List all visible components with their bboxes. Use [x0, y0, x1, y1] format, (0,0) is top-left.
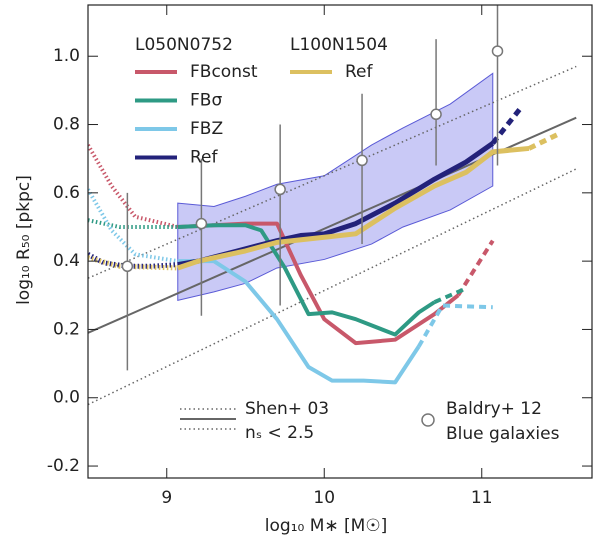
y-tick-label: 0.4: [53, 251, 80, 271]
series-dotted: [88, 188, 179, 264]
series-dashed: [417, 303, 493, 348]
legend-swatch: [421, 413, 435, 427]
series-dotted: [88, 255, 178, 271]
y-axis-label: log₁₀ R₅₀ [pkpc]: [14, 175, 34, 305]
legend-label: Baldry+ 12: [446, 399, 542, 419]
legend-label: Ref: [190, 148, 219, 168]
x-tick-label: 10: [313, 488, 335, 508]
data-point: [491, 45, 504, 57]
data-point: [274, 183, 286, 196]
series-line: [177, 259, 421, 385]
legend-label: Shen+ 03: [245, 399, 329, 419]
series-dotted: [88, 218, 178, 229]
x-axis-label: log₁₀ M∗ [M☉]: [265, 516, 387, 536]
data-point: [195, 217, 208, 230]
plot-area: [88, 5, 577, 406]
x-tick-label: 9: [161, 488, 172, 508]
y-tick-label: 0.8: [53, 115, 80, 135]
series-line: [177, 223, 436, 337]
y-tick-label: 0.0: [53, 388, 80, 408]
shen-scatter: [88, 168, 577, 406]
series-dashed: [527, 130, 562, 151]
y-tick-label: 0.6: [53, 183, 80, 203]
y-tick-label: 0.2: [53, 319, 80, 339]
legend-label: FBZ: [190, 119, 223, 139]
series-dotted: [88, 252, 178, 269]
legend-title: L100N1504: [290, 35, 388, 55]
y-tick-label: 1.0: [53, 46, 80, 66]
data-point: [121, 260, 134, 273]
series-dashed: [433, 286, 467, 304]
y-tick-label: -0.2: [47, 456, 80, 476]
series-line: [176, 145, 530, 271]
data-point: [430, 108, 442, 121]
series-dashed: [456, 239, 495, 297]
legend-label: nₛ < 2.5: [245, 423, 314, 443]
series-dashed: [490, 105, 524, 145]
legend-title: L050N0752: [135, 35, 233, 55]
legend-label: Ref: [345, 62, 374, 82]
data-point: [356, 154, 368, 167]
shen-scatter: [88, 65, 577, 279]
x-tick-label: 11: [471, 488, 493, 508]
legend-label: FBconst: [190, 62, 258, 82]
axes-frame: [87, 4, 593, 479]
legend-label: Blue galaxies: [446, 424, 560, 444]
legend-label: FBσ: [190, 91, 222, 111]
